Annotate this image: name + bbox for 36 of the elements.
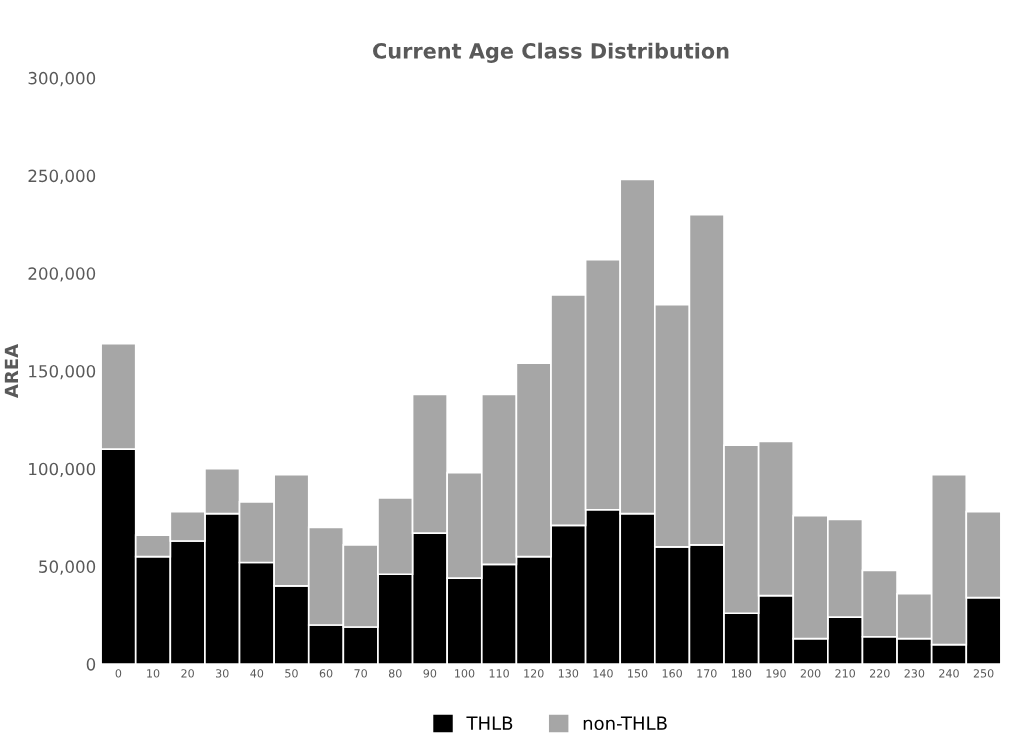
x-tick-label: 60 [319, 669, 333, 678]
x-tick-label: 190 [766, 669, 786, 678]
y-tick-label: 100,000 [29, 462, 96, 477]
x-tick-label: 140 [593, 669, 613, 678]
x-tick-label: 90 [423, 669, 437, 678]
y-tick-label: 200,000 [28, 267, 96, 282]
x-tick-label: 0 [115, 669, 122, 678]
x-tick-label: 200 [800, 669, 821, 678]
x-tick-label: 240 [939, 669, 959, 678]
y-tick-label: 150,000 [29, 364, 96, 380]
x-tick-label: 80 [388, 669, 402, 678]
x-tick-label: 230 [904, 669, 925, 678]
x-tick-label: 160 [662, 669, 682, 678]
x-tick-label: 210 [835, 669, 856, 678]
y-tick-label: 300,000 [28, 71, 96, 87]
x-tick-label: 250 [973, 669, 994, 678]
x-tick-label: 110 [489, 669, 509, 678]
x-tick-label: 30 [216, 669, 229, 678]
y-tick-label: 50,000 [39, 560, 96, 575]
chart-title: Current Age Class Distribution [373, 42, 729, 63]
x-tick-label: 10 [147, 669, 160, 678]
x-tick-label: 100 [455, 669, 475, 678]
y-axis-title: AREA [4, 344, 19, 398]
legend-label: THLB [466, 716, 513, 730]
x-tick-label: 40 [250, 669, 264, 678]
legend-label: non-THLB [583, 716, 667, 731]
x-tick-label: 180 [731, 669, 752, 678]
x-tick-label: 220 [869, 669, 890, 678]
x-tick-label: 50 [285, 669, 298, 678]
y-tick-label: 250,000 [28, 169, 96, 184]
x-tick-label: 150 [628, 669, 648, 678]
x-tick-label: 170 [697, 669, 717, 678]
x-tick-label: 70 [354, 669, 367, 678]
x-tick-label: 20 [181, 669, 194, 678]
x-tick-label: 130 [558, 669, 579, 678]
x-tick-label: 120 [524, 669, 544, 678]
